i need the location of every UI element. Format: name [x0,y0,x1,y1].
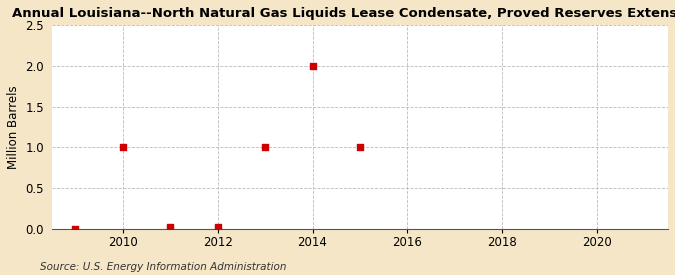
Point [260,145,271,150]
Point [307,64,318,68]
Title: Annual Louisiana--North Natural Gas Liquids Lease Condensate, Proved Reserves Ex: Annual Louisiana--North Natural Gas Liqu… [11,7,675,20]
Point [213,225,223,229]
Text: Source: U.S. Energy Information Administration: Source: U.S. Energy Information Administ… [40,262,287,272]
Point [70,227,81,231]
Point [354,145,365,150]
Point [165,225,176,229]
Point [117,145,128,150]
Y-axis label: Million Barrels: Million Barrels [7,85,20,169]
